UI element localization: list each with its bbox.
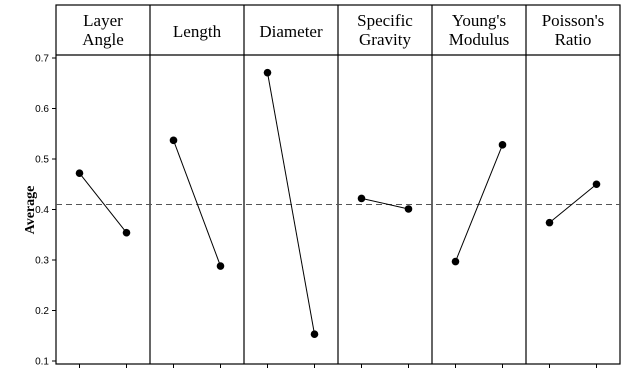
panel-title: Specific [357,11,413,30]
data-point [169,136,178,145]
y-tick-label: 0.4 [35,205,49,216]
y-tick-label: 0.3 [35,256,49,267]
effect-line [173,140,221,267]
data-point [357,194,366,203]
effect-line [79,172,127,234]
data-point [451,257,460,266]
panel-title: Poisson's [542,11,605,30]
y-axis: 0.1 0.2 0.3 0.4 0.5 0.6 0.7 [35,54,56,368]
panel-title: Length [173,22,222,41]
effect-line [549,183,597,224]
effect-line [267,72,315,335]
data-point [545,218,554,227]
y-tick-label: 0.5 [35,155,49,166]
effect-line [361,197,409,210]
data-point [263,68,272,77]
effect-line [455,144,503,262]
data-point [498,141,507,149]
series [75,68,601,339]
y-tick-label: 0.1 [35,357,49,368]
panel-title: Angle [82,30,124,49]
panel-title: Gravity [359,30,411,49]
panel-title: Young's [452,11,506,30]
data-point [592,180,601,189]
panel-title: Modulus [449,30,509,49]
data-point [310,330,319,339]
panel-title: Ratio [555,30,592,49]
y-tick-label: 0.6 [35,104,49,115]
data-point [216,262,225,270]
y-axis-label: Average [23,186,38,235]
data-point [75,169,84,177]
panel-title: Diameter [259,22,323,41]
data-point [404,205,413,213]
panel-title: Layer [83,11,123,30]
data-point [122,228,131,237]
y-tick-label: 0.2 [35,306,49,317]
y-tick-label: 0.7 [35,54,49,65]
